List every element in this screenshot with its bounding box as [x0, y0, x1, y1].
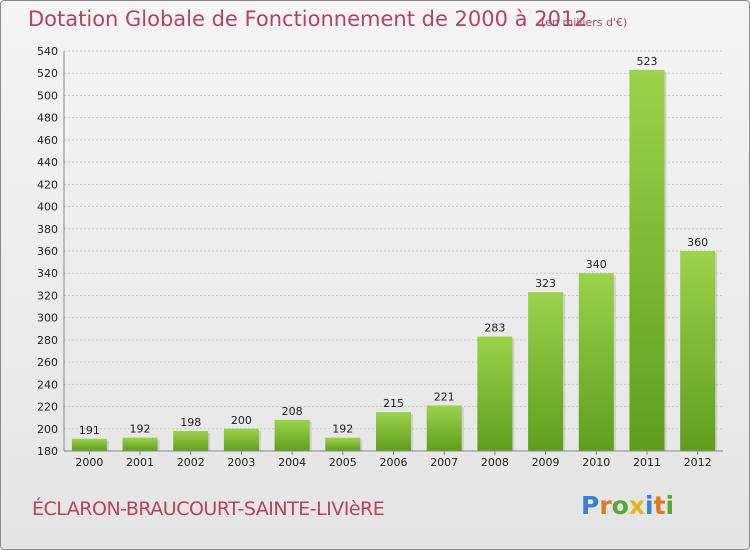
x-tick-label-2005: 2005 — [329, 456, 357, 469]
y-tick-label: 240 — [37, 378, 58, 391]
x-tick-label-2003: 2003 — [227, 456, 255, 469]
value-label-2007: 221 — [434, 390, 455, 403]
proxiti-logo[interactable]: Proxiti — [581, 491, 674, 520]
bar-2002[interactable] — [173, 431, 209, 451]
x-tick-label-2006: 2006 — [380, 456, 408, 469]
chart-title: Dotation Globale de Fonctionnement de 20… — [28, 7, 588, 31]
bar-2004[interactable] — [274, 419, 310, 451]
y-tick-label: 320 — [37, 289, 58, 302]
y-tick-label: 400 — [37, 201, 58, 214]
y-tick-label: 200 — [37, 423, 58, 436]
y-tick-label: 540 — [37, 45, 58, 58]
bar-2011[interactable] — [629, 69, 665, 451]
y-tick-label: 300 — [37, 312, 58, 325]
logo-letter: t — [653, 491, 666, 520]
value-label-2001: 192 — [130, 423, 151, 436]
x-tick-label-2000: 2000 — [75, 456, 103, 469]
bar-2008[interactable] — [477, 336, 513, 451]
bar-2010[interactable] — [578, 273, 614, 451]
value-label-2011: 523 — [636, 55, 657, 68]
y-tick-label: 180 — [37, 445, 58, 458]
logo-letter: r — [599, 491, 612, 520]
municipality-name: ÉCLARON-BRAUCOURT-SAINTE-LIVIèRE — [32, 498, 385, 520]
x-tick-label-2001: 2001 — [126, 456, 154, 469]
bar-2007[interactable] — [426, 405, 462, 451]
x-tick-label-2002: 2002 — [177, 456, 205, 469]
x-tick-label-2012: 2012 — [684, 456, 712, 469]
x-tick-label-2008: 2008 — [481, 456, 509, 469]
value-label-2012: 360 — [687, 236, 708, 249]
x-tick-label-2004: 2004 — [278, 456, 306, 469]
logo-letter: i — [645, 491, 654, 520]
logo-letter: o — [611, 491, 629, 520]
x-tick-label-2011: 2011 — [633, 456, 661, 469]
y-tick-label: 500 — [37, 89, 58, 102]
logo-letter: i — [665, 491, 675, 520]
y-tick-label: 340 — [37, 267, 58, 280]
bar-2012[interactable] — [680, 251, 716, 451]
value-label-2003: 200 — [231, 414, 252, 427]
value-label-2008: 283 — [484, 322, 505, 335]
x-tick-label-2009: 2009 — [532, 456, 560, 469]
chart-subtitle: (en milliers d'€) — [541, 16, 628, 29]
y-tick-label: 360 — [37, 245, 58, 258]
bar-2003[interactable] — [223, 428, 259, 451]
y-tick-label: 440 — [37, 156, 58, 169]
bar-2005[interactable] — [325, 437, 361, 451]
logo-letter: P — [581, 491, 600, 520]
value-label-2006: 215 — [383, 397, 404, 410]
x-tick-label-2010: 2010 — [582, 456, 610, 469]
logo-letter: x — [628, 491, 645, 520]
y-tick-label: 520 — [37, 67, 58, 80]
y-tick-label: 380 — [37, 223, 58, 236]
y-tick-label: 260 — [37, 356, 58, 369]
value-label-2009: 323 — [535, 277, 556, 290]
bar-2001[interactable] — [122, 437, 158, 451]
value-label-2000: 191 — [79, 424, 100, 437]
x-tick-label-2007: 2007 — [430, 456, 458, 469]
value-label-2002: 198 — [180, 416, 201, 429]
bar-2006[interactable] — [376, 412, 411, 451]
value-label-2010: 340 — [586, 258, 607, 271]
y-tick-label: 480 — [37, 112, 58, 125]
y-tick-label: 220 — [37, 401, 58, 414]
value-label-2004: 208 — [282, 405, 303, 418]
value-label-2005: 192 — [332, 423, 353, 436]
bar-2009[interactable] — [528, 292, 564, 451]
bar-2000[interactable] — [71, 438, 107, 451]
y-tick-label: 420 — [37, 178, 58, 191]
y-tick-label: 460 — [37, 134, 58, 147]
y-tick-label: 280 — [37, 334, 58, 347]
